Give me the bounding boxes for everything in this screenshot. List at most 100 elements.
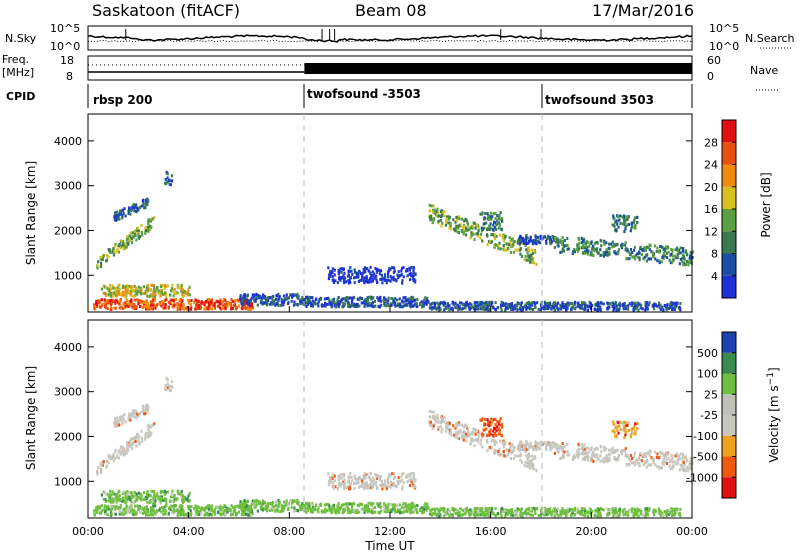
power-cell: [490, 233, 493, 237]
velocity-cell: [160, 491, 163, 495]
velocity-cell: [636, 461, 639, 465]
power-cell: [683, 261, 686, 265]
velocity-cell: [282, 509, 285, 513]
power-cell: [398, 305, 401, 309]
velocity-cell: [378, 504, 382, 508]
power-cell: [412, 296, 415, 300]
power-cell: [304, 303, 307, 307]
velocity-cell: [424, 502, 427, 506]
velocity-cell: [155, 492, 159, 496]
power-cell: [119, 298, 122, 301]
velocity-cell: [450, 433, 453, 437]
power-cell: [278, 295, 281, 298]
power-cell: [482, 301, 485, 305]
velocity-cell: [189, 513, 192, 517]
power-cell: [561, 302, 564, 306]
velocity-cell: [164, 509, 167, 513]
velocity-cell: [556, 447, 560, 451]
velocity-cell: [394, 503, 397, 507]
power-cell: [112, 292, 115, 296]
velocity-cell: [507, 453, 510, 457]
power-cell: [616, 222, 619, 226]
power-cell: [682, 254, 685, 258]
power-cell: [243, 301, 246, 305]
velocity-cell: [656, 452, 659, 456]
power-cell: [103, 298, 106, 302]
velocity-cell: [631, 461, 634, 465]
velocity-cell: [370, 479, 373, 483]
power-cell: [450, 227, 453, 231]
velocity-cell: [634, 422, 637, 426]
velocity-cell: [532, 445, 535, 449]
velocity-cell: [655, 456, 658, 459]
power-cell: [331, 299, 334, 303]
power-cell: [640, 303, 643, 307]
power-cell: [656, 259, 659, 263]
power-cell: [140, 223, 143, 227]
power-cell: [386, 302, 389, 306]
power-cell: [264, 301, 267, 305]
velocity-cell: [519, 453, 522, 457]
velocity-cell: [172, 511, 175, 515]
power-cell: [463, 306, 466, 310]
power-cell: [116, 300, 120, 304]
power-cell: [523, 257, 526, 261]
velocity-cell: [543, 441, 546, 445]
power-cell: [617, 248, 620, 252]
power-cell: [636, 252, 639, 256]
power-cell: [323, 297, 326, 301]
power-cell: [428, 203, 431, 207]
power-cell: [402, 300, 405, 304]
velocity-cell: [248, 506, 251, 510]
power-cell: [357, 279, 360, 283]
velocity-cell: [562, 455, 565, 459]
velocity-cell: [605, 454, 608, 458]
power-cell: [129, 289, 132, 293]
power-cell: [416, 298, 419, 301]
power-cell: [93, 306, 96, 310]
velocity-cell: [584, 456, 587, 460]
power-cell: [232, 299, 235, 303]
velocity-cell: [194, 513, 197, 517]
power-cell: [491, 215, 494, 219]
velocity-cell: [301, 507, 304, 511]
power-cell: [372, 274, 375, 278]
power-cell: [611, 245, 614, 249]
velocity-cell: [166, 490, 169, 494]
velocity-cell: [455, 430, 458, 434]
velocity-cell: [483, 428, 486, 432]
velocity-cell: [119, 510, 122, 514]
power-cell: [181, 302, 184, 306]
power-cell: [493, 245, 496, 249]
velocity-cell: [106, 492, 109, 496]
power-cell: [125, 245, 128, 249]
velocity-cell: [679, 514, 682, 518]
power-cell: [470, 303, 473, 307]
power-cell: [229, 307, 233, 311]
velocity-cell: [150, 431, 153, 435]
power-cell: [353, 296, 356, 300]
power-cell: [228, 302, 232, 306]
power-cell: [533, 300, 536, 304]
velocity-cell: [276, 507, 279, 511]
velocity-cell: [636, 427, 639, 431]
power-cell: [648, 247, 651, 251]
power-cell: [383, 302, 386, 305]
power-cell: [628, 302, 631, 306]
velocity-cell: [136, 498, 139, 502]
velocity-cell: [628, 463, 631, 467]
velocity-cell: [404, 502, 407, 506]
velocity-cell: [624, 424, 627, 428]
velocity-cell: [177, 511, 180, 515]
velocity-cell: [327, 472, 330, 476]
power-cell: [396, 298, 399, 302]
power-cell: [400, 269, 403, 273]
velocity-cell: [210, 513, 214, 517]
power-cell: [603, 254, 606, 258]
power-cell: [234, 303, 237, 307]
velocity-cell: [369, 486, 372, 490]
power-cell: [666, 303, 669, 307]
velocity-cell: [661, 452, 664, 456]
power-cell: [152, 290, 155, 294]
velocity-cell: [295, 508, 298, 512]
